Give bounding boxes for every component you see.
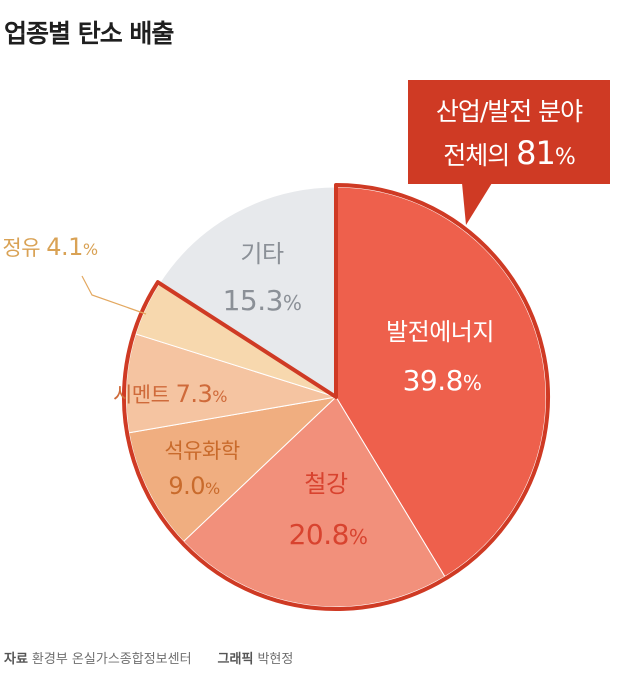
callout-box: 산업/발전 분야 전체의 81% <box>408 80 610 184</box>
callout-value: 81 <box>516 134 556 172</box>
slice-석유화학-value: 9.0% <box>168 472 220 500</box>
source-text: 환경부 온실가스종합정보센터 <box>31 652 192 667</box>
slice-시멘트-label: 시멘트 7.3% <box>113 380 227 408</box>
slice-시멘트-name: 시멘트 <box>113 383 176 407</box>
slice-석유화학-name: 석유화학 <box>164 439 239 463</box>
callout-line1: 산업/발전 분야 <box>435 97 583 126</box>
graphic-credit: 박현정 <box>257 652 294 667</box>
source-label: 자료 <box>4 652 28 667</box>
slice-기타-name: 기타 <box>240 240 284 268</box>
slice-석유화학-unit: % <box>205 479 220 498</box>
slice-발전에너지-unit: % <box>463 371 482 395</box>
slice-정유-label: 정유 4.1% <box>2 233 98 261</box>
slice-기타-unit: % <box>283 291 302 315</box>
slice-발전에너지-value: 39.8% <box>403 364 482 397</box>
slice-철강-name: 철강 <box>304 470 348 498</box>
graphic-label: 그래픽 <box>217 652 254 667</box>
slice-철강-unit: % <box>349 525 368 549</box>
leader-line-jeongyu <box>81 275 147 315</box>
slice-발전에너지 <box>335 186 547 578</box>
footer: 자료 환경부 온실가스종합정보센터 그래픽 박현정 <box>4 648 293 667</box>
slice-시멘트 <box>125 333 337 434</box>
callout-prefix: 전체의 <box>443 141 517 170</box>
slice-기타-value: 15.3% <box>223 284 302 317</box>
slice-철강-value: 20.8% <box>289 518 368 551</box>
slice-정유-unit: % <box>83 240 98 259</box>
pie-slices <box>125 186 547 608</box>
highlight-group-outline <box>122 183 550 611</box>
callout-line2: 전체의 81% <box>408 134 610 172</box>
chart-title: 업종별 탄소 배출 <box>4 19 174 48</box>
slice-석유화학 <box>128 396 338 543</box>
slice-철강 <box>182 396 446 608</box>
slice-정유-value: 4.1 <box>46 233 83 261</box>
callout-pointer <box>462 183 492 225</box>
slice-기타 <box>158 186 337 398</box>
callout-unit: % <box>554 145 576 170</box>
slice-시멘트-value: 7.3 <box>176 380 213 408</box>
slice-발전에너지-name: 발전에너지 <box>386 318 494 346</box>
slice-정유-name: 정유 <box>2 236 46 260</box>
slice-시멘트-unit: % <box>212 387 227 406</box>
